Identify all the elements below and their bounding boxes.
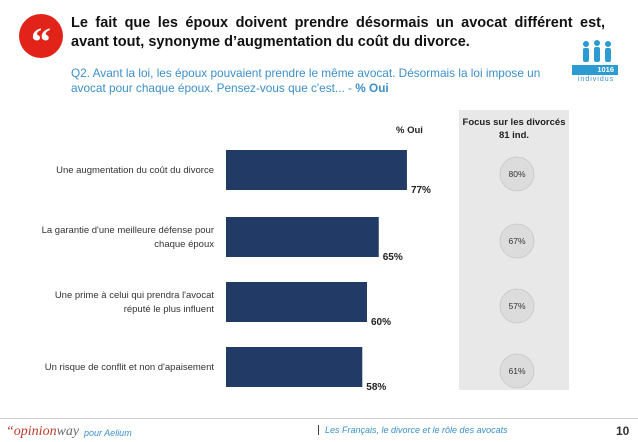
bar (226, 217, 379, 257)
category-label: Un risque de conflit et non d'apaisement (45, 362, 215, 373)
focus-circle (499, 353, 535, 389)
focus-circle (499, 156, 535, 192)
brand-opinion: “opinion (6, 424, 57, 439)
bar (226, 347, 363, 387)
focus-value-label: 80% (508, 169, 525, 179)
category-label: Une augmentation du coût du divorce (56, 165, 214, 176)
question-body: Q2. Avant la loi, les époux pouvaient pr… (71, 66, 541, 95)
opinionway-logo: “opinionway (6, 424, 79, 440)
question-highlight: % Oui (355, 81, 389, 95)
legend-oui: % Oui (396, 125, 423, 136)
client-label: pour Aelium (84, 428, 132, 438)
focus-value-label: 61% (508, 366, 525, 376)
bar-value-label: 58% (366, 382, 386, 393)
brand-way: way (56, 424, 80, 439)
focus-circle (499, 223, 535, 259)
category-label: La garantie d'une meilleure défense pour… (42, 225, 215, 250)
focus-circle (499, 288, 535, 324)
sample-count: 1016 (572, 65, 618, 75)
page-title: Le fait que les époux doivent prendre dé… (71, 15, 605, 50)
page-number: 10 (616, 424, 630, 438)
footer-study-title: Les Français, le divorce et le rôle des … (318, 425, 508, 435)
bar-value-label: 65% (383, 252, 403, 263)
quote-icon: “ (19, 14, 63, 64)
sample-label: individus (577, 76, 615, 83)
bar-value-label: 77% (411, 185, 431, 196)
bar (226, 282, 367, 322)
focus-title-line2: 81 ind. (498, 130, 530, 141)
footer-divider (0, 418, 638, 419)
sample-size-badge: 1016 individus (568, 40, 622, 90)
question-text: Q2. Avant la loi, les époux pouvaient pr… (71, 66, 571, 96)
category-label: Une prime à celui qui prendra l'avocat ré… (55, 290, 215, 315)
focus-title-line1: Focus sur les divorcés (462, 117, 566, 128)
focus-value-label: 67% (508, 236, 525, 246)
focus-value-label: 57% (508, 301, 525, 311)
people-icon (583, 40, 611, 62)
bar-value-label: 60% (371, 317, 391, 328)
focus-title: Focus sur les divorcés 81 ind. (459, 116, 569, 142)
bar (226, 150, 407, 190)
